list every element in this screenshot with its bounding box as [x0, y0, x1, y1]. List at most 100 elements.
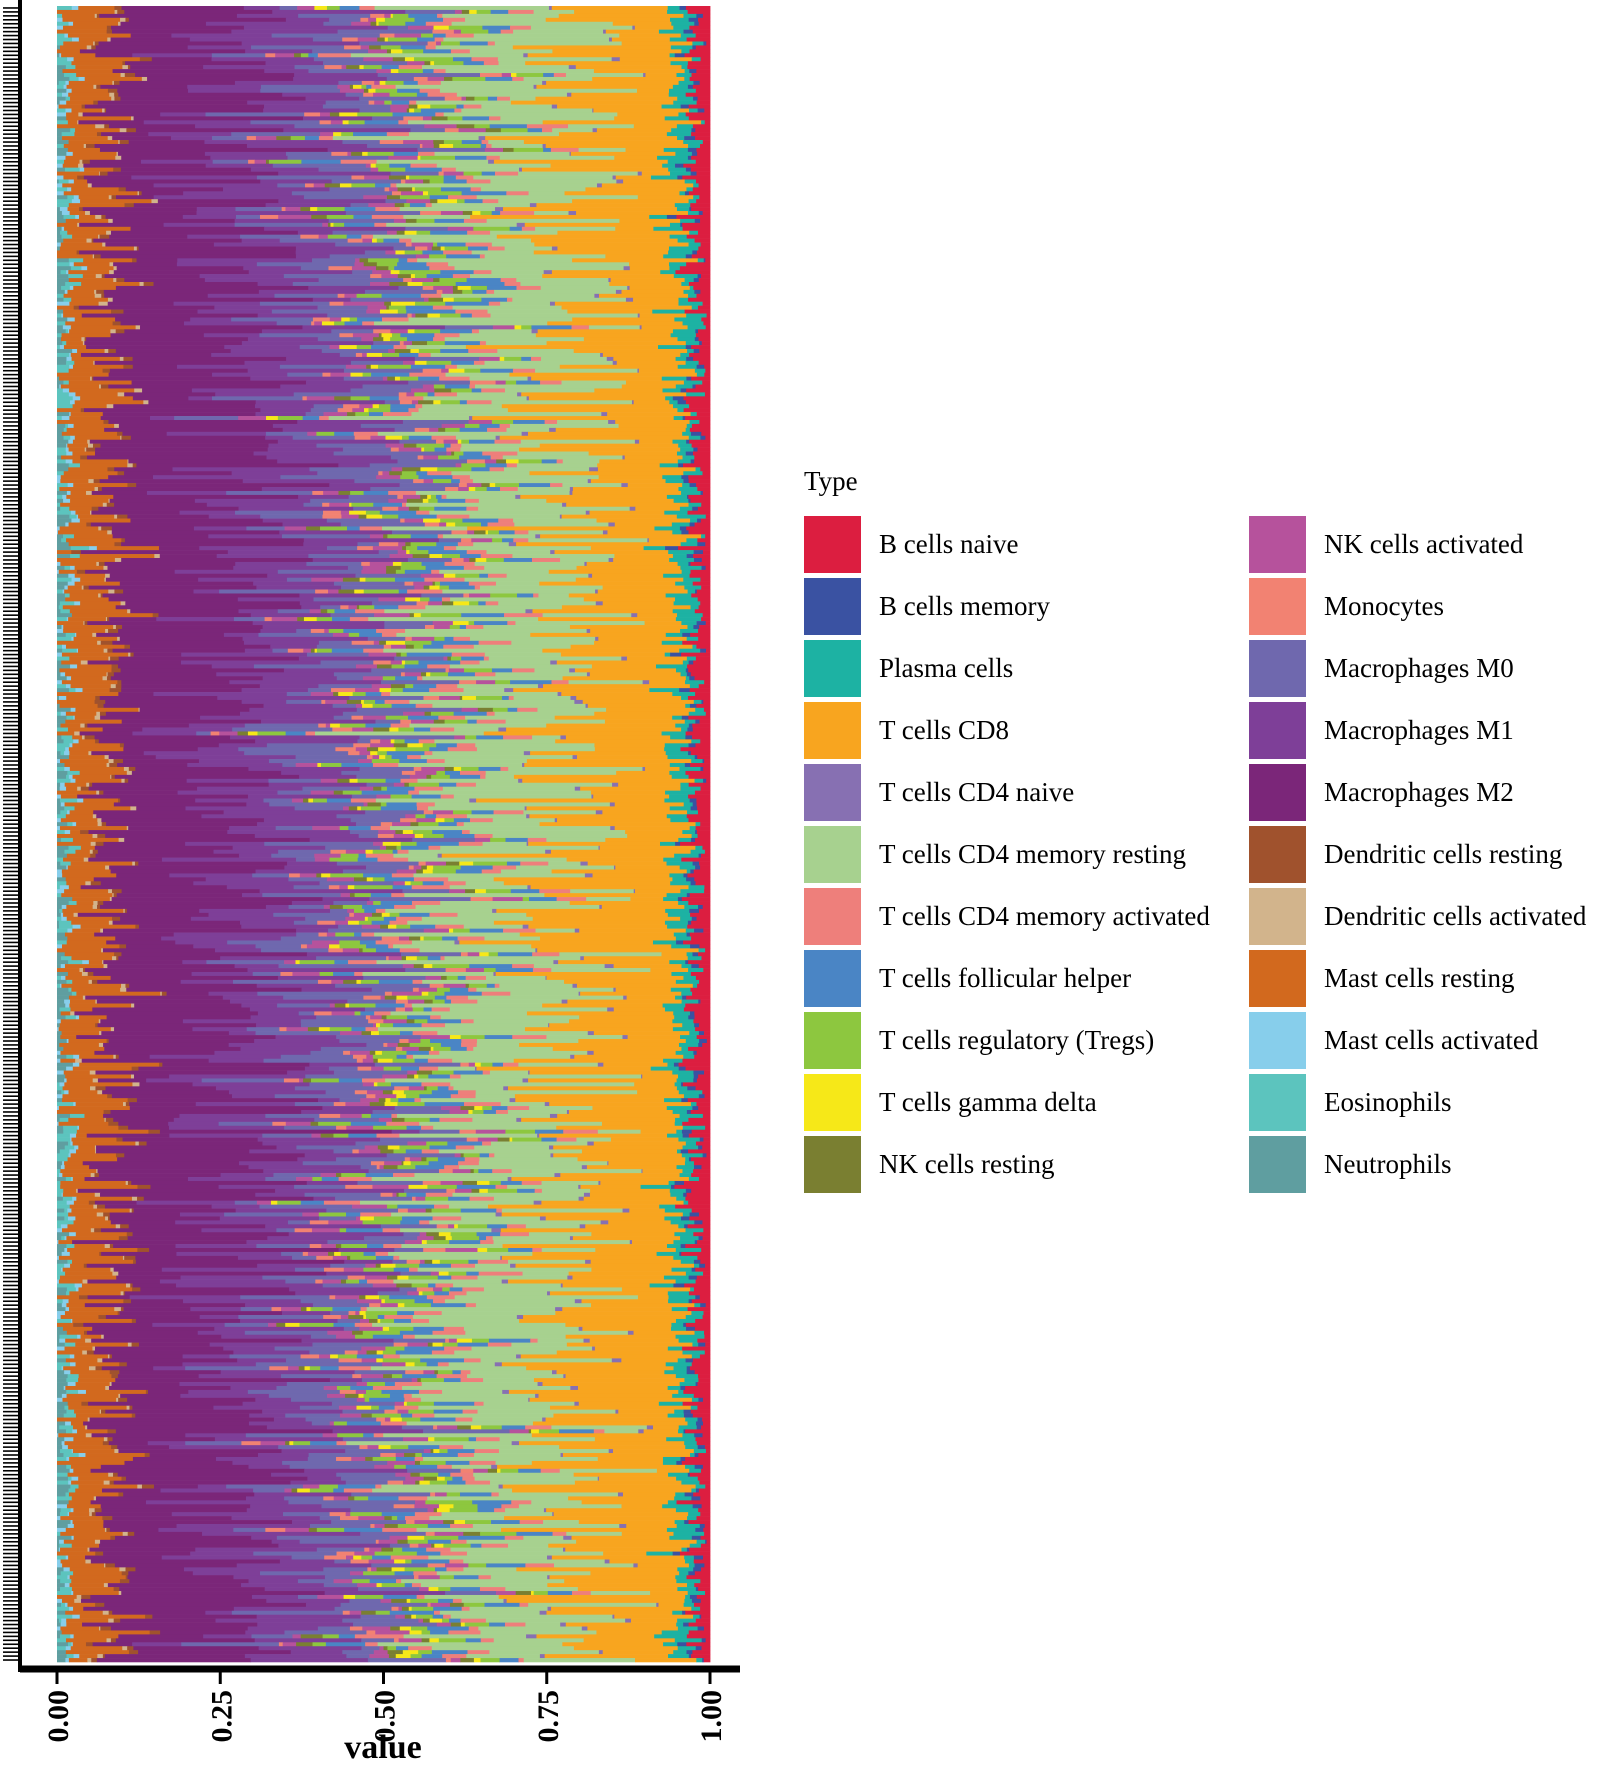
bar-segment-t-cells-cd4-naive: [527, 885, 531, 890]
bar-segment-monocytes: [354, 1090, 368, 1095]
bar-segment-t-cells-gamma-delta: [366, 352, 383, 358]
bar-segment-plasma-cells: [686, 187, 694, 192]
bar-segment-t-cells-cd8: [483, 731, 662, 736]
bar-segment-dendritic-cells-activated: [102, 108, 105, 113]
bar-segment-t-cells-gamma-delta: [485, 530, 489, 535]
bar-segment-t-cells-regulatory-tregs-: [434, 581, 441, 586]
bar-segment-macrophages-m2: [89, 159, 142, 165]
bar-segment-macrophages-m1: [230, 349, 323, 354]
bar-segment-t-cells-cd4-memory-resting: [440, 1015, 580, 1020]
bar-segment-macrophages-m1: [193, 881, 320, 886]
bar-segment-plasma-cells: [681, 727, 688, 732]
bar-segment-t-cells-cd4-memory-resting: [516, 278, 609, 283]
bar-segment-t-cells-gamma-delta: [390, 69, 399, 74]
bar-segment-t-cells-follicular-helper: [455, 869, 483, 874]
bar-segment-t-cells-cd8: [536, 203, 676, 208]
bar-segment-neutrophils: [57, 845, 69, 851]
bar-segment-t-cells-cd8: [536, 84, 674, 90]
bar-segment-b-cells-naive: [695, 826, 711, 831]
bar-segment-t-cells-regulatory-tregs-: [362, 372, 372, 377]
bar-segment-dendritic-cells-activated: [120, 987, 127, 993]
bar-segment-nk-cells-activated: [362, 676, 384, 681]
bar-segment-macrophages-m0: [355, 573, 422, 579]
bar-segment-eosinophils: [63, 534, 75, 539]
bar-segment-t-cells-regulatory-tregs-: [339, 940, 361, 945]
bar-segment-t-cells-cd4-naive: [528, 1070, 530, 1075]
bar-segment-dendritic-cells-resting: [99, 790, 104, 795]
bar-segment-t-cells-cd4-naive: [631, 613, 638, 618]
bar-segment-macrophages-m0: [325, 100, 370, 105]
bar-segment-nk-cells-activated: [376, 794, 391, 799]
bar-segment-t-cells-regulatory-tregs-: [357, 112, 393, 117]
bar-segment-mast-cells-resting: [71, 613, 154, 618]
bar-segment-dendritic-cells-resting: [114, 542, 122, 547]
bar-segment-t-cells-cd4-memory-activated: [498, 518, 514, 523]
bar-segment-plasma-cells: [681, 696, 689, 701]
bar-segment-t-cells-cd4-memory-resting: [386, 222, 518, 228]
bar-segment-t-cells-regulatory-tregs-: [385, 755, 392, 760]
bar-segment-macrophages-m2: [118, 1121, 169, 1127]
bar-segment-t-cells-cd4-naive: [621, 656, 628, 661]
bar-segment-b-cells-memory: [697, 542, 706, 547]
bar-segment-nk-cells-activated: [432, 810, 454, 815]
bar-segment-macrophages-m1: [272, 423, 362, 429]
bar-segment-t-cells-cd4-memory-resting: [475, 1090, 638, 1095]
bar-segment-t-cells-follicular-helper: [427, 392, 435, 397]
bar-segment-macrophages-m0: [349, 830, 379, 835]
bar-segment-t-cells-regulatory-tregs-: [426, 360, 452, 366]
bar-segment-t-cells-cd8: [627, 483, 683, 488]
bar-segment-macrophages-m1: [182, 1019, 302, 1024]
bar-segment-t-cells-cd4-memory-activated: [507, 621, 516, 626]
bar-segment-t-cells-follicular-helper: [390, 1082, 422, 1087]
bar-segment-t-cells-gamma-delta: [469, 9, 478, 15]
bar-segment-nk-cells-activated: [471, 538, 493, 543]
bar-segment-macrophages-m2: [113, 270, 250, 275]
bar-segment-dendritic-cells-resting: [77, 175, 85, 180]
bar-segment-t-cells-gamma-delta: [364, 408, 369, 413]
bar-segment-macrophages-m1: [248, 270, 353, 275]
bar-segment-b-cells-naive: [702, 13, 711, 19]
bar-segment-dendritic-cells-activated: [143, 400, 149, 405]
bar-segment-macrophages-m1: [305, 96, 360, 101]
bar-segment-b-cells-naive: [694, 238, 711, 243]
bar-segment-t-cells-follicular-helper: [450, 1046, 468, 1052]
bar-segment-monocytes: [302, 396, 308, 401]
bar-segment-mast-cells-activated: [57, 1050, 61, 1056]
bar-segment-macrophages-m2: [147, 76, 294, 82]
bar-segment-t-cells-cd8: [596, 128, 672, 133]
bar-segment-b-cells-memory: [694, 928, 704, 933]
bar-segment-monocytes: [373, 329, 391, 334]
bar-segment-nk-cells-resting: [369, 1050, 376, 1056]
bar-segment-t-cells-cd8: [636, 88, 670, 94]
bar-segment-t-cells-gamma-delta: [414, 834, 424, 839]
bar-segment-t-cells-cd4-memory-resting: [480, 187, 586, 192]
bar-segment-t-cells-cd4-naive: [569, 490, 573, 496]
bar-segment-mast-cells-resting: [63, 175, 78, 180]
bar-segment-b-cells-memory: [681, 1098, 689, 1103]
bar-segment-nk-cells-activated: [291, 798, 304, 803]
bar-segment-t-cells-cd4-memory-resting: [478, 329, 532, 334]
bar-segment-macrophages-m2: [121, 719, 262, 724]
bar-segment-t-cells-cd4-naive: [469, 798, 477, 803]
bar-segment-t-cells-cd4-naive: [493, 972, 497, 977]
bar-segment-mast-cells-resting: [69, 755, 105, 760]
bar-segment-b-cells-memory: [693, 625, 700, 630]
bar-segment-t-cells-follicular-helper: [534, 1129, 564, 1134]
bar-segment-mast-cells-resting: [79, 1054, 114, 1060]
bar-segment-t-cells-gamma-delta: [420, 936, 425, 941]
bar-segment-t-cells-cd4-memory-resting: [491, 270, 545, 275]
bar-segment-t-cells-cd4-memory-activated: [381, 632, 397, 638]
bar-segment-macrophages-m0: [206, 960, 285, 965]
bar-segment-nk-cells-activated: [346, 1125, 374, 1131]
bar-segment-nk-cells-activated: [306, 944, 330, 949]
bar-segment-plasma-cells: [672, 1027, 696, 1032]
bar-segment-t-cells-cd4-memory-activated: [426, 262, 449, 267]
bar-segment-macrophages-m0: [306, 561, 362, 567]
bar-segment-mast-cells-activated: [62, 589, 65, 594]
bar-segment-macrophages-m0: [235, 510, 324, 515]
bar-segment-macrophages-m1: [242, 479, 355, 484]
bar-segment-t-cells-cd8: [441, 853, 675, 858]
bar-segment-t-cells-follicular-helper: [445, 770, 461, 776]
bar-segment-dendritic-cells-activated: [114, 514, 118, 519]
bar-segment-b-cells-naive: [700, 57, 711, 62]
